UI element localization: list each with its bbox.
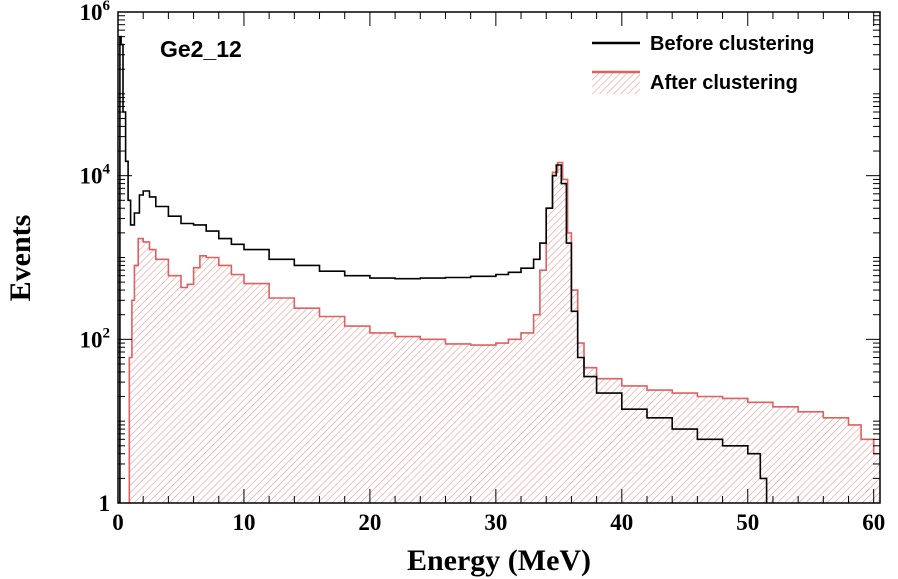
y-tick-label: 104: [80, 162, 111, 189]
legend: Before clustering After clustering: [592, 33, 814, 94]
y-tick-label: 1: [99, 491, 111, 516]
x-tick-label: 60: [862, 510, 885, 535]
legend-label-before-clustering: Before clustering: [650, 33, 814, 55]
legend-label-after-clustering: After clustering: [650, 72, 798, 94]
y-axis-title: Events: [4, 215, 37, 302]
series-line-after-clustering: [128, 161, 880, 503]
series-fill-after-clustering: [128, 162, 880, 503]
y-tick-label: 106: [80, 0, 111, 25]
x-tick-label: 10: [232, 510, 255, 535]
panel-label: Ge2_12: [160, 36, 242, 62]
x-tick-label: 0: [112, 510, 124, 535]
legend-swatch-after-clustering: [592, 72, 640, 94]
x-tick-label: 40: [610, 510, 633, 535]
x-tick-label: 30: [484, 510, 507, 535]
plot-frame: [117, 11, 881, 504]
x-tick-label: 50: [736, 510, 759, 535]
x-tick-label: 20: [358, 510, 381, 535]
y-tick-label: 102: [80, 325, 111, 352]
series-line-before-clustering: [118, 35, 768, 503]
x-axis-title: Energy (MeV): [407, 544, 591, 577]
